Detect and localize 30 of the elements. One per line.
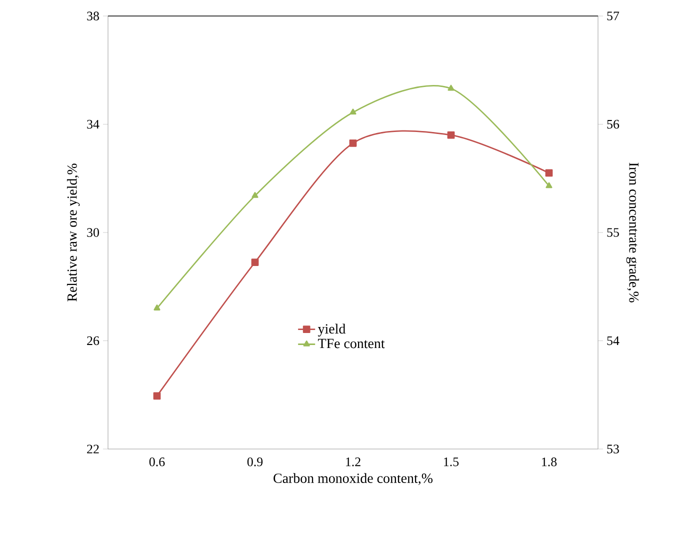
y-tick-label: 26 (87, 336, 100, 346)
point (349, 140, 357, 147)
x-tick-label: 0.6 (149, 458, 165, 466)
point (252, 192, 258, 198)
y2-tick-label: 53 (607, 444, 619, 454)
x-tick-label: 1.5 (444, 458, 459, 466)
legend-label: yield (318, 324, 346, 336)
x-tick-label: 1.8 (542, 458, 557, 466)
point (546, 182, 552, 188)
y2-axis-title: Iron concentrate grade,% (626, 162, 640, 302)
point (448, 84, 454, 91)
y2-tick-label: 56 (607, 120, 620, 129)
y-axis-title: Relative raw ore yield,% (66, 164, 80, 302)
point (154, 304, 160, 310)
point (251, 258, 259, 266)
x-axis-title: Carbon monoxide content,% (274, 473, 433, 485)
legend-label: TFe content (318, 338, 385, 348)
point (350, 108, 356, 115)
point (545, 169, 553, 177)
y2-tick-label: 57 (607, 12, 620, 20)
y-tick-label: 34 (87, 120, 100, 129)
y-tick-label: 38 (87, 12, 99, 20)
x-tick-label: 0.9 (247, 458, 263, 466)
y2-tick-label: 55 (607, 228, 619, 237)
point (447, 131, 455, 139)
x-tick-label: 1.2 (346, 458, 360, 466)
point (153, 392, 161, 400)
y2-tick-label: 54 (607, 336, 620, 346)
y-tick-label: 30 (87, 228, 99, 237)
y-tick-label: 22 (87, 444, 99, 454)
